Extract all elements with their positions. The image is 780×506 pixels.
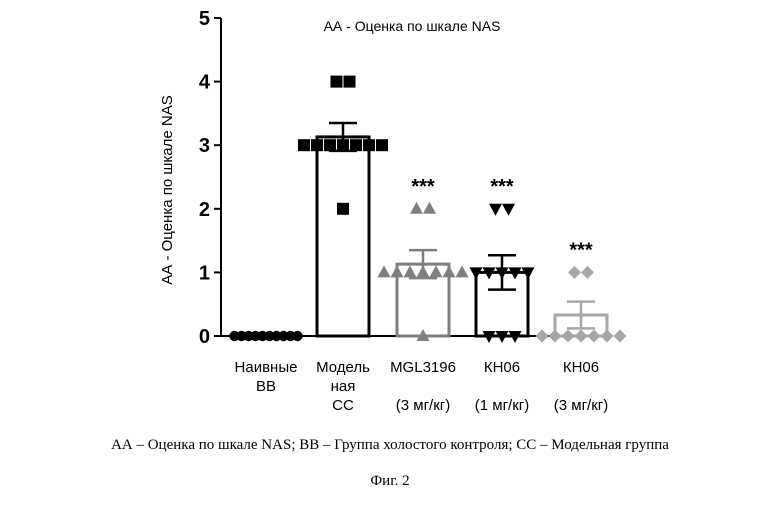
- data-point: [363, 139, 375, 151]
- significance-label: ***: [411, 176, 435, 198]
- data-point: [350, 139, 362, 151]
- y-axis-label: АА - Оценка по шкале NAS: [159, 95, 176, 284]
- data-point: [378, 265, 391, 277]
- data-point: [536, 330, 549, 343]
- x-tick-label: КН06: [563, 359, 599, 376]
- data-point: [410, 202, 423, 214]
- y-tick-label: 1: [199, 262, 210, 284]
- bar: [317, 137, 369, 336]
- significance-markers: *** *** ***: [411, 176, 593, 262]
- x-tick-label: КН06: [484, 359, 520, 376]
- y-ticks: 0 1 2 3 4 5: [199, 8, 221, 348]
- x-tick-labels: Наивные ВВ Модель ная СС MGL3196 (3 мг/кг) КН06…: [235, 359, 609, 414]
- significance-label: ***: [490, 176, 514, 198]
- data-point: [324, 139, 336, 151]
- x-tick-label: (3 мг/кг): [396, 397, 451, 414]
- significance-label: ***: [569, 239, 593, 261]
- data-point: [311, 139, 323, 151]
- x-tick-label: ная: [331, 378, 356, 395]
- x-tick-label: (3 мг/кг): [554, 397, 609, 414]
- figure-legend-text: АА – Оценка по шкале NAS; ВВ – Группа хо…: [0, 436, 780, 454]
- data-point: [581, 266, 594, 279]
- x-tick-label: Наивные: [235, 359, 298, 376]
- data-point: [489, 204, 502, 216]
- data-point: [292, 331, 302, 341]
- figure-label: Фиг. 2: [0, 472, 780, 490]
- data-point: [502, 204, 515, 216]
- data-point: [337, 203, 349, 215]
- data-point: [344, 76, 356, 88]
- data-point: [376, 139, 388, 151]
- data-point: [298, 139, 310, 151]
- y-tick-label: 5: [199, 8, 210, 30]
- x-tick-label: MGL3196: [390, 359, 456, 376]
- y-tick-label: 4: [199, 72, 211, 94]
- chart-title: АА - Оценка по шкале NAS: [324, 18, 501, 34]
- x-tick-label: ВВ: [256, 378, 276, 395]
- data-point: [568, 266, 581, 279]
- y-tick-label: 2: [199, 199, 210, 221]
- data-point: [331, 76, 343, 88]
- data-point: [614, 330, 627, 343]
- y-tick-label: 3: [199, 135, 210, 157]
- x-tick-label: (1 мг/кг): [475, 397, 530, 414]
- data-point: [423, 202, 436, 214]
- bars: [317, 137, 607, 336]
- x-tick-label: Модель: [316, 359, 370, 376]
- x-tick-label: СС: [332, 397, 354, 414]
- data-point: [456, 265, 469, 277]
- y-tick-label: 0: [199, 326, 210, 348]
